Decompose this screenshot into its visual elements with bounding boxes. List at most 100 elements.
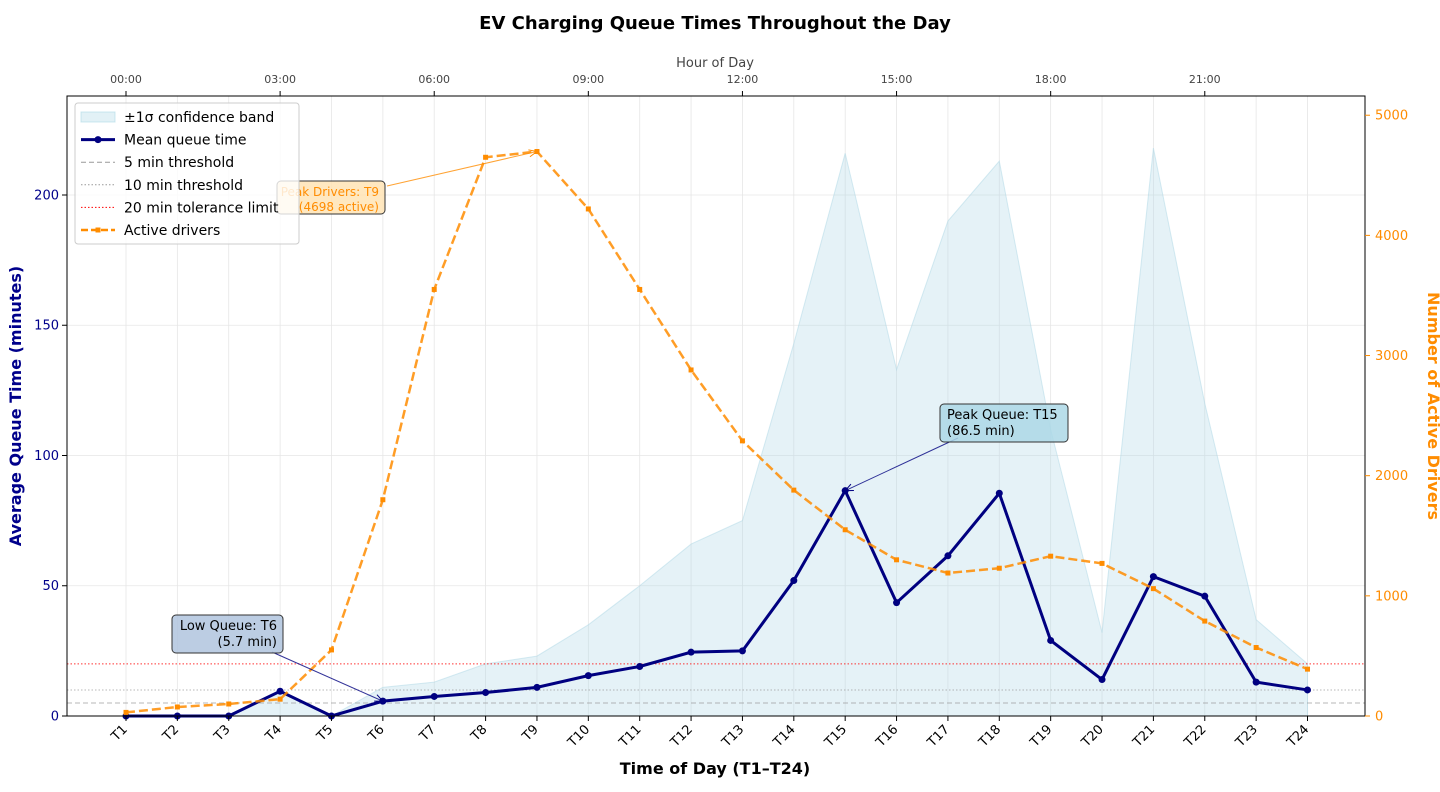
x-tick-label: T23 [1232,722,1261,751]
mean-queue-point [636,663,644,671]
y-right-tick-label: 0 [1375,710,1383,725]
legend-swatch-marker [95,227,101,233]
mean-queue-point [944,552,952,560]
annotation-label: Peak Queue: T15 [947,408,1058,423]
mean-queue-point [276,687,284,695]
confidence-band [126,148,1309,717]
active-drivers-point [1099,560,1105,566]
legend-swatch-marker [94,136,102,144]
active-drivers-point [842,527,848,533]
x-tick-label: T22 [1181,722,1210,751]
mean-queue-point [482,689,490,697]
plot-frame [66,95,1366,717]
top-axis-label: Hour of Day [676,56,754,71]
x-tick-label: T1 [108,722,131,745]
top-tick-label: 21:00 [1189,73,1221,86]
mean-queue-point [584,672,592,680]
legend-label: Mean queue time [124,133,247,149]
x-tick-label: T6 [365,722,388,745]
x-tick-label: T8 [468,722,491,745]
mean-queue-point [1149,573,1157,581]
threshold-lines [67,663,1365,704]
active-drivers-point [431,286,437,292]
annotation-label: Peak Drivers: T9 [281,185,379,199]
legend-swatch-band [80,111,116,123]
y-left-tick-label: 0 [51,710,59,725]
x-tick-label: T24 [1284,722,1313,751]
x-tick-label: T15 [821,722,850,751]
legend-box [74,102,300,245]
axes [66,95,1366,717]
mean-queue-point [1201,592,1209,600]
y-left-tick-label: 150 [34,319,59,334]
legend: ±1σ confidence band Mean queue time 5 min … [74,102,300,245]
active-drivers-point [123,709,129,715]
mean-queue-point [893,599,901,607]
y-axis-label-right: Number of Active Drivers [1424,292,1440,520]
active-drivers-point [380,497,386,503]
y-right-tick-label: 3000 [1375,349,1408,364]
y-left-tick-label: 50 [42,579,59,594]
active-drivers-point [277,696,283,702]
x-tick-label: T14 [770,722,799,751]
top-tick-label: 03:00 [264,73,296,86]
x-tick-label: T12 [667,722,696,751]
top-tick-label: 18:00 [1035,73,1067,86]
top-tick-label: 15:00 [881,73,913,86]
annotation-box [939,403,1069,443]
annotation-arrowhead [528,149,539,158]
x-axis-label: Time of Day (T1–T24) [620,759,810,778]
x-tick-label: T4 [262,722,285,745]
series-line-active-drivers [125,150,1308,714]
legend-label: ±1σ confidence band [124,110,274,126]
mean-queue-point [687,648,695,656]
chart-title: EV Charging Queue Times Throughout the D… [479,13,951,34]
annotation-label: (5.7 min) [218,635,277,650]
x-tick-label: T9 [519,722,542,745]
annotation-arrowhead [844,483,854,492]
annotation-label: Low Queue: T6 [180,619,277,634]
top-tick-label: 12:00 [727,73,759,86]
active-drivers-point [1202,618,1208,624]
mean-queue-point [1304,686,1312,694]
active-drivers-point [328,647,334,653]
legend-label: 5 min threshold [124,155,234,171]
annotations: Peak Queue: T15(86.5 min) Low Queue: T6(5… [171,149,1069,702]
active-drivers-point [996,565,1002,571]
x-tick-label: T10 [565,722,594,751]
mean-queue-point [1252,678,1260,686]
x-tick-label: T16 [873,722,902,751]
mean-queue-point [995,489,1003,497]
active-drivers-point [226,701,232,707]
active-drivers-point [791,487,797,493]
mean-queue-point [1098,676,1106,684]
annotation-label: (4698 active) [299,200,379,214]
x-tick-label: T3 [211,722,234,745]
mean-queue-point [430,692,438,700]
y-right-tick-label: 2000 [1375,469,1408,484]
active-drivers-point [585,206,591,212]
active-drivers-point [1253,645,1259,651]
active-drivers-point [1048,553,1054,559]
x-tick-label: T17 [924,722,953,751]
annotation-arrowhead [374,694,384,702]
active-drivers-point [894,557,900,563]
y-left-tick-label: 200 [34,188,59,203]
active-drivers-point [483,154,489,160]
series-line-mean-queue-time [126,487,1308,718]
active-drivers-point [1305,666,1311,672]
annotation-arrow [386,151,538,187]
mean-queue-point [790,577,798,585]
top-tick-label: 09:00 [572,73,604,86]
mean-queue-point [738,647,746,655]
top-tick-label: 00:00 [110,73,142,86]
top-tick-label: 06:00 [418,73,450,86]
active-drivers-point [637,286,643,292]
annotation-box [171,614,284,654]
active-drivers-point [1150,586,1156,592]
x-tick-label: T20 [1078,722,1107,751]
legend-label: 20 min tolerance limit [124,200,279,216]
active-drivers-point [739,438,745,444]
annotation-label: (86.5 min) [947,424,1015,439]
